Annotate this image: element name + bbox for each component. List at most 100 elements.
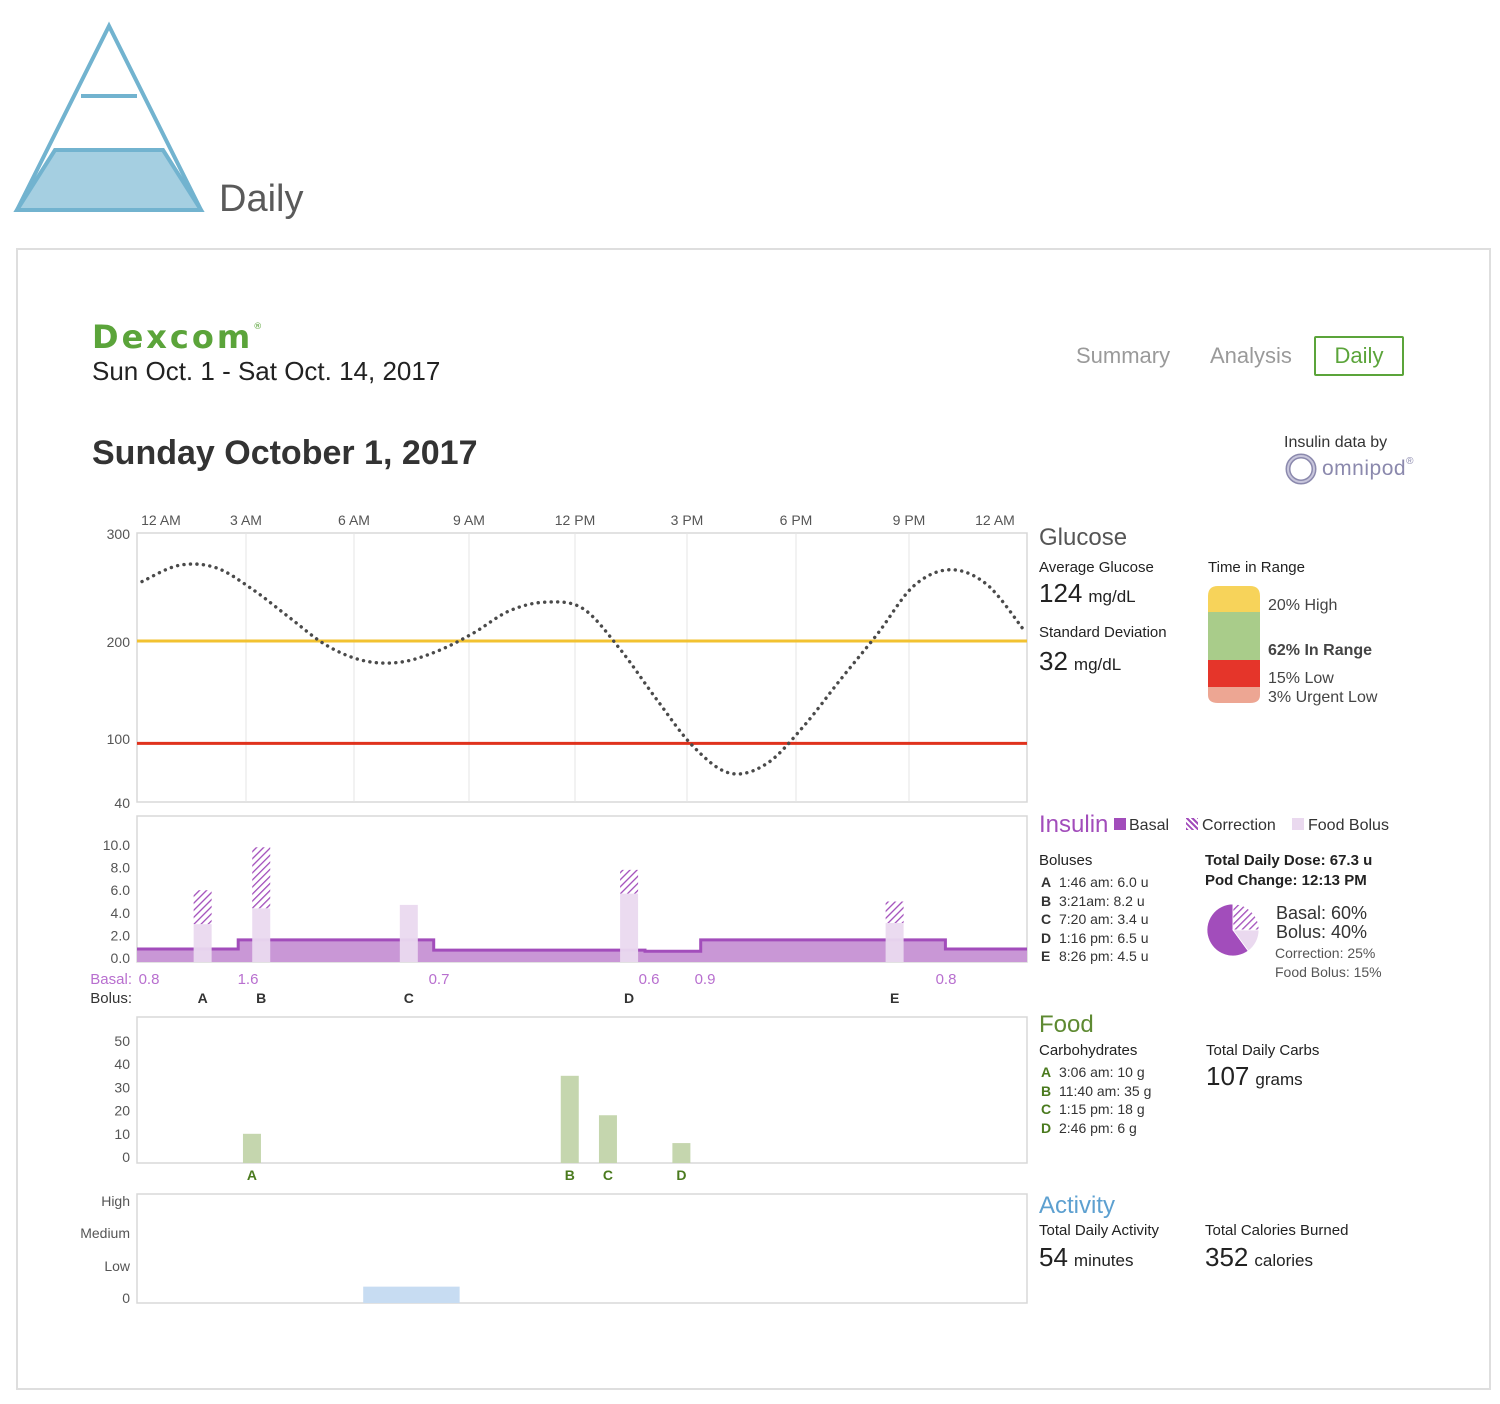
- list-item: A 1:46 am: 6.0 u: [1041, 874, 1149, 890]
- tir-low-label: 15% Low: [1268, 670, 1334, 687]
- total-daily-activity-label: Total Daily Activity: [1039, 1222, 1160, 1239]
- basal-rate-label: 0.7: [429, 971, 450, 988]
- food-bolus-bar: [252, 908, 271, 962]
- legend-food-bolus-label: Food Bolus: [1308, 817, 1389, 834]
- legend-basal: Basal: [1114, 817, 1169, 835]
- y-tick-label: 200: [107, 634, 131, 650]
- legend-correction-label: Correction: [1202, 817, 1276, 834]
- average-glucose-value: 124 mg/dL: [1039, 578, 1136, 609]
- omnipod-wordmark: omnipod: [1322, 457, 1407, 480]
- carb-bar: [560, 1075, 579, 1163]
- y-tick-label: 40: [114, 1056, 130, 1072]
- std-dev-number: 32: [1039, 646, 1068, 676]
- bolus-letter: D: [624, 990, 634, 1006]
- app-logo-icon: [12, 20, 208, 225]
- carb-letter: A: [247, 1167, 257, 1183]
- correction-swatch-icon: [1186, 818, 1198, 830]
- correction-bolus-bar: [252, 847, 271, 909]
- x-tick-label: 12 AM: [975, 512, 1015, 528]
- y-tick-label: 100: [107, 731, 131, 747]
- carb-bar: [242, 1133, 261, 1163]
- food-chart: 50 40 30 20 10 0 A B C D: [114, 1016, 1028, 1183]
- bolus-letter: B: [256, 990, 266, 1006]
- correction-bolus-bar: [193, 890, 212, 925]
- basal-rate-label: 0.8: [936, 971, 957, 988]
- glucose-series-line: [140, 562, 1026, 776]
- omnipod-logo: omnipod ®: [1284, 452, 1413, 486]
- tab-analysis[interactable]: Analysis: [1210, 343, 1292, 368]
- total-daily-carbs-number: 107: [1206, 1061, 1250, 1091]
- total-daily-carbs-value: 107 grams: [1206, 1061, 1303, 1092]
- pie-slice-basal: [1206, 903, 1249, 957]
- insulin-plot-area: [136, 815, 1028, 963]
- boluses-label: Boluses: [1039, 852, 1093, 869]
- x-tick-label: 6 AM: [338, 512, 370, 528]
- total-daily-dose: Total Daily Dose: 67.3 u: [1205, 852, 1373, 869]
- bolus-letter: C: [404, 990, 414, 1006]
- insulin-chart: 10.0 8.0 6.0 4.0 2.0 0.0 A B C D E Basal: Bolus: 0.8 1…: [90, 815, 1028, 1007]
- food-plot-area: [136, 1016, 1028, 1164]
- y-tick-label: 8.0: [111, 860, 131, 876]
- basal-percent: Basal: 60%: [1276, 903, 1368, 923]
- tab-daily[interactable]: Daily: [1314, 336, 1404, 376]
- average-glucose-number: 124: [1039, 578, 1083, 608]
- x-tick-label: 3 AM: [230, 512, 262, 528]
- glucose-title: Glucose: [1039, 524, 1128, 551]
- total-calories-unit: calories: [1254, 1251, 1313, 1270]
- total-daily-activity-number: 54: [1039, 1242, 1068, 1272]
- y-tick-label: 50: [114, 1033, 130, 1049]
- insulin-data-by-label: Insulin data by: [1284, 434, 1388, 451]
- std-dev-value: 32 mg/dL: [1039, 646, 1121, 677]
- activity-bar: [363, 1286, 460, 1303]
- time-in-range-bar: [1208, 586, 1260, 703]
- total-daily-carbs-unit: grams: [1255, 1070, 1303, 1089]
- list-item: C 1:15 pm: 18 g: [1041, 1101, 1145, 1118]
- carb-bar: [598, 1115, 617, 1163]
- date-range: Sun Oct. 1 - Sat Oct. 14, 2017: [92, 356, 441, 386]
- pie-slice-food-bolus: [1232, 929, 1260, 952]
- correction-bolus-bar: [885, 901, 904, 923]
- y-tick-label: 10: [114, 1126, 130, 1142]
- std-dev-unit: mg/dL: [1073, 655, 1122, 674]
- bolus-row-label: Bolus:: [90, 990, 132, 1007]
- legend-basal-label: Basal: [1129, 817, 1170, 834]
- tir-segment-low: [1208, 660, 1260, 687]
- legend-correction: Correction: [1186, 817, 1276, 835]
- basal-row-label: Basal:: [90, 971, 132, 988]
- pie-slice-correction: [1232, 903, 1260, 931]
- x-tick-label: 12 PM: [555, 512, 595, 528]
- basal-rate-label: 1.6: [238, 971, 259, 988]
- tir-segment-in-range: [1208, 612, 1260, 660]
- list-item: E 8:26 pm: 4.5 u: [1041, 948, 1149, 965]
- x-tick-label: 9 AM: [453, 512, 485, 528]
- basal-rate-label: 0.6: [639, 971, 660, 988]
- list-item: B 3:21am: 8.2 u: [1041, 892, 1145, 909]
- activity-chart: High Medium Low 0: [80, 1193, 1028, 1306]
- carbohydrates-label: Carbohydrates: [1039, 1042, 1138, 1059]
- legend-food-bolus: Food Bolus: [1292, 817, 1389, 835]
- total-calories-value: 352 calories: [1205, 1242, 1313, 1273]
- total-daily-carbs-label: Total Daily Carbs: [1206, 1042, 1320, 1059]
- y-tick-label: 0: [122, 1149, 130, 1165]
- y-tick-label: 0.0: [111, 950, 131, 966]
- y-tick-label: 0: [122, 1290, 130, 1306]
- glucose-chart: 12 AM 3 AM 6 AM 9 AM 12 PM 3 PM 6 PM 9 PM 12 AM 3…: [107, 512, 1028, 811]
- carb-list: A 3:06 am: 10 g B 11:40 am: 35 g C 1:15 pm:…: [1041, 1063, 1151, 1137]
- x-tick-label: 6 PM: [780, 512, 813, 528]
- average-glucose-label: Average Glucose: [1039, 559, 1154, 576]
- dexcom-logo: Dexcom®: [92, 318, 263, 356]
- tir-segment-high: [1208, 586, 1260, 612]
- time-in-range-label: Time in Range: [1208, 559, 1305, 576]
- basal-line: [137, 938, 1027, 953]
- carb-letter: B: [565, 1167, 575, 1183]
- omnipod-ring-icon: [1285, 453, 1317, 485]
- day-title: Sunday October 1, 2017: [92, 434, 478, 472]
- std-dev-label: Standard Deviation: [1039, 624, 1167, 641]
- correction-percent: Correction: 25%: [1275, 945, 1376, 961]
- y-tick-label: 40: [114, 795, 130, 811]
- tab-summary[interactable]: Summary: [1076, 343, 1171, 368]
- pod-change: Pod Change: 12:13 PM: [1205, 872, 1367, 889]
- y-tick-label: 300: [107, 526, 131, 542]
- list-item: B 11:40 am: 35 g: [1041, 1082, 1152, 1099]
